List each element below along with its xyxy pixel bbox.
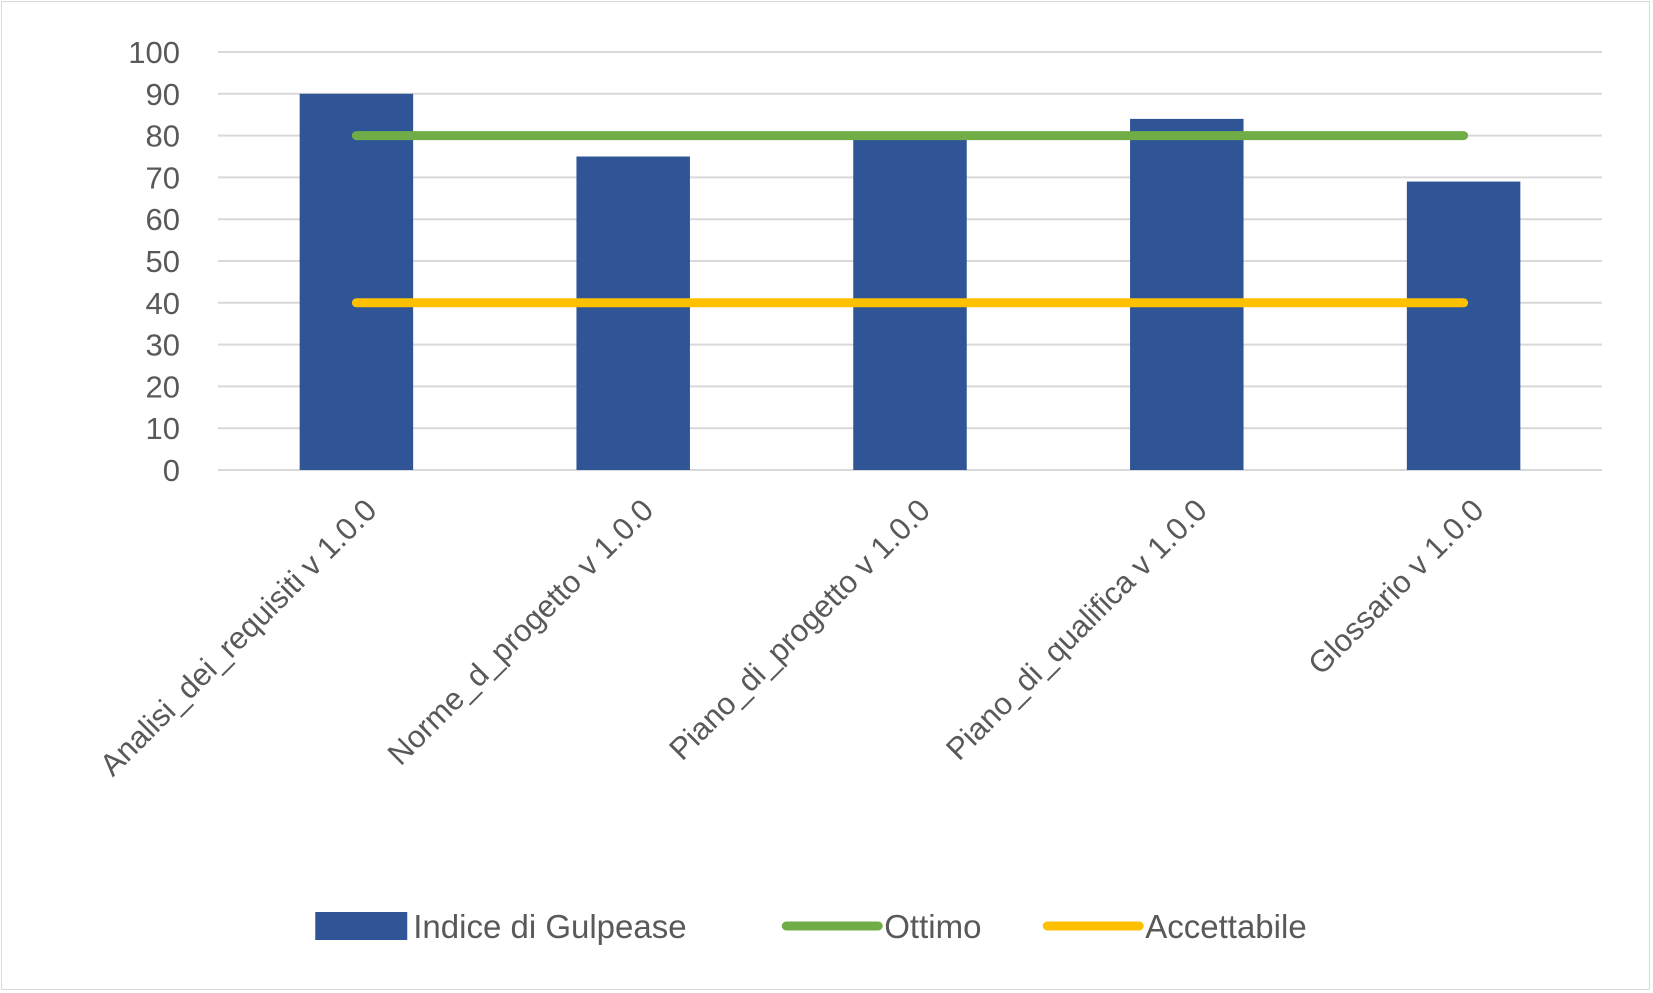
y-tick-label: 40 xyxy=(146,286,180,321)
x-category-label: Norme_d_progetto v 1.0.0 xyxy=(381,492,660,771)
y-tick-label: 60 xyxy=(146,202,180,237)
bar xyxy=(1406,181,1521,470)
x-category-label: Piano_di_qualifica v 1.0.0 xyxy=(939,492,1214,767)
legend-label: Indice di Gulpease xyxy=(413,908,686,945)
y-tick-label: 20 xyxy=(146,369,180,404)
bar xyxy=(299,93,414,471)
y-tick-label: 90 xyxy=(146,77,180,112)
x-axis-category-labels: Analisi_dei_requisiti v 1.0.0Norme_d_pro… xyxy=(93,492,1491,782)
x-category-label: Piano_di_progetto v 1.0.0 xyxy=(662,492,937,767)
y-tick-label: 80 xyxy=(146,119,180,154)
x-category-label: Glossario v 1.0.0 xyxy=(1301,492,1490,681)
bar-series-indice-di-gulpease xyxy=(299,93,1521,471)
y-tick-label: 50 xyxy=(146,244,180,279)
bar xyxy=(1130,118,1244,470)
bar xyxy=(576,156,690,470)
legend: Indice di Gulpease Ottimo Accettabile xyxy=(315,908,1307,945)
y-tick-label: 70 xyxy=(146,160,180,195)
line-series xyxy=(351,131,1469,308)
y-tick-label: 100 xyxy=(128,35,180,70)
x-category-label: Analisi_dei_requisiti v 1.0.0 xyxy=(93,492,383,782)
y-tick-label: 10 xyxy=(146,411,180,446)
legend-label: Ottimo xyxy=(884,908,981,945)
legend-label: Accettabile xyxy=(1145,908,1306,945)
legend-swatch-bar xyxy=(315,912,408,940)
y-axis-tick-labels: 0 10 20 30 40 50 60 70 80 90 100 xyxy=(128,35,180,488)
y-tick-label: 0 xyxy=(163,453,180,488)
y-tick-label: 30 xyxy=(146,328,180,363)
